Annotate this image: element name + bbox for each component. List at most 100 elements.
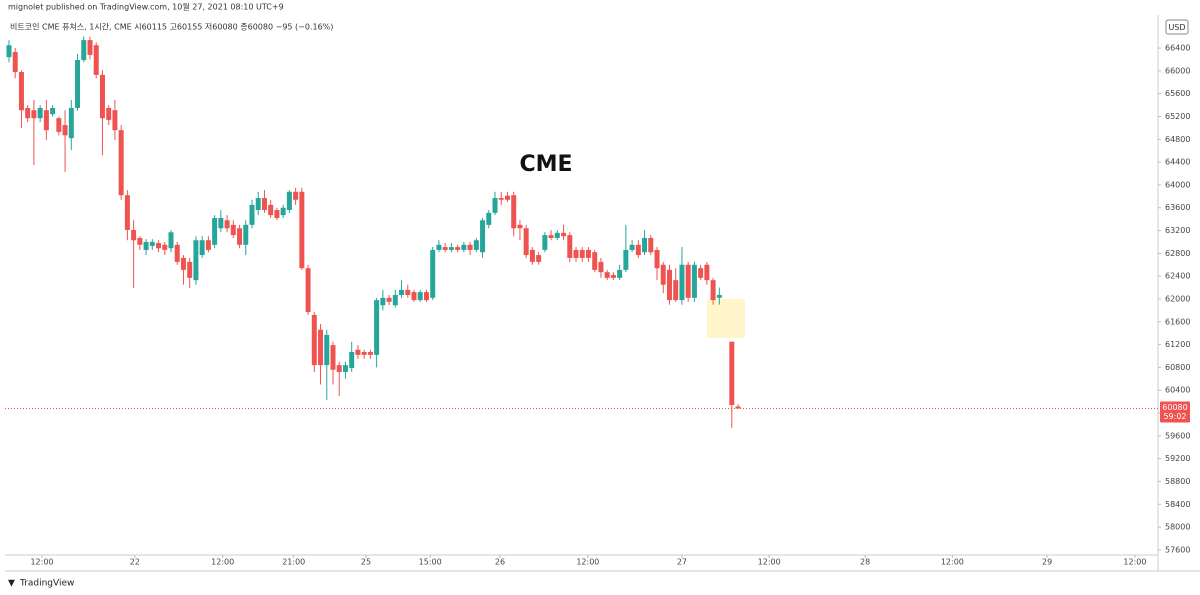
candle-body: [642, 237, 648, 253]
y-tick-label: 59200: [1165, 454, 1190, 463]
y-tick-label: 58400: [1165, 500, 1190, 509]
brand: TradingView: [19, 579, 74, 589]
candle-body: [299, 191, 305, 269]
y-tick-label: 64000: [1165, 180, 1190, 189]
y-tick-label: 65600: [1165, 89, 1190, 98]
candle-body: [523, 228, 529, 256]
candle-body: [648, 237, 654, 253]
y-tick-label: 65200: [1165, 112, 1190, 121]
candle-body: [31, 110, 37, 119]
x-tick-label: 12:00: [211, 558, 234, 567]
candle-body: [81, 40, 87, 61]
candle-body: [666, 269, 672, 301]
candle-body: [311, 314, 317, 366]
candle-body: [361, 352, 367, 355]
candle-body: [473, 240, 479, 250]
candle-body: [174, 244, 180, 262]
candle-body: [286, 191, 292, 211]
candle-body: [623, 249, 629, 270]
y-tick-label: 58000: [1165, 523, 1190, 532]
x-tick-label: 15:00: [419, 558, 442, 567]
x-tick-label: 26: [495, 558, 505, 567]
candle-body: [542, 235, 548, 250]
candle-body: [442, 247, 448, 250]
candle-body: [230, 224, 236, 236]
candle-body: [187, 261, 193, 278]
candle-body: [349, 352, 355, 368]
annotation: CME: [519, 152, 572, 177]
x-tick-label: 12:00: [1123, 558, 1146, 567]
candle-body: [25, 107, 31, 119]
candle-body: [12, 52, 18, 73]
candle-body: [193, 240, 199, 281]
y-tick-label: 61600: [1165, 317, 1190, 326]
candle-body: [691, 264, 697, 298]
candle-body: [673, 280, 679, 301]
candle-body: [529, 249, 535, 262]
candle-body: [237, 228, 243, 245]
candle-body: [137, 237, 143, 245]
x-tick-label: 22: [130, 558, 140, 567]
y-tick-label: 62000: [1165, 294, 1190, 303]
candle-body: [635, 244, 641, 256]
x-tick-label: 28: [860, 558, 870, 567]
candle-body: [617, 269, 623, 278]
currency-box[interactable]: [1165, 19, 1189, 35]
candle-body: [498, 198, 504, 200]
y-tick-label: 59600: [1165, 431, 1190, 440]
candle-body: [224, 220, 230, 229]
candle-body: [50, 107, 56, 115]
candle-body: [467, 244, 473, 250]
candle-body: [99, 74, 105, 119]
candle-body: [243, 224, 249, 245]
x-tick-label: 12:00: [941, 558, 964, 567]
legend-text: 비트코인 CME 퓨쳐스, 1시간, CME 시60115 고60155 저60…: [10, 22, 333, 32]
candle-body: [305, 268, 311, 313]
candle-body: [75, 60, 81, 108]
candle-body: [199, 240, 205, 256]
candle-body: [261, 198, 267, 211]
candle-body: [93, 45, 99, 75]
candle-body: [517, 224, 523, 229]
candle-body: [548, 235, 554, 238]
candle-body: [604, 272, 610, 278]
candle-body: [112, 110, 118, 131]
candle-body: [629, 244, 635, 250]
candle-body: [679, 264, 685, 301]
y-tick-label: 58800: [1165, 477, 1190, 486]
x-tick-label: 29: [1042, 558, 1052, 567]
candle-body: [355, 349, 361, 355]
candle-body: [318, 329, 324, 366]
candle-body: [610, 275, 616, 278]
candle-body: [735, 406, 741, 409]
candle-body: [143, 241, 149, 250]
y-tick-label: 64400: [1165, 158, 1190, 167]
candle-body: [729, 341, 735, 406]
candle-body: [380, 297, 386, 306]
y-tick-label: 57600: [1165, 545, 1190, 554]
candle-body: [511, 195, 517, 229]
candle-body: [56, 118, 62, 132]
candle-body: [430, 249, 436, 298]
candle-body: [461, 244, 467, 250]
candle-body: [324, 334, 330, 366]
candle-body: [654, 249, 660, 269]
candle-body: [436, 244, 442, 250]
candle-body: [573, 249, 579, 258]
countdown: 59:02: [1163, 412, 1186, 421]
candle-body: [180, 257, 186, 270]
candle-body: [411, 292, 417, 301]
x-tick-label: 21:00: [282, 558, 305, 567]
candle-body: [704, 264, 710, 281]
x-tick-label: 25: [361, 558, 371, 567]
candle-body: [448, 247, 454, 250]
candle-body: [6, 45, 12, 58]
candle-body: [480, 220, 486, 253]
candle-body: [124, 195, 130, 230]
candle-body: [405, 289, 411, 295]
candle-body: [149, 241, 155, 246]
candle-body: [399, 289, 405, 295]
y-tick-label: 62800: [1165, 249, 1190, 258]
